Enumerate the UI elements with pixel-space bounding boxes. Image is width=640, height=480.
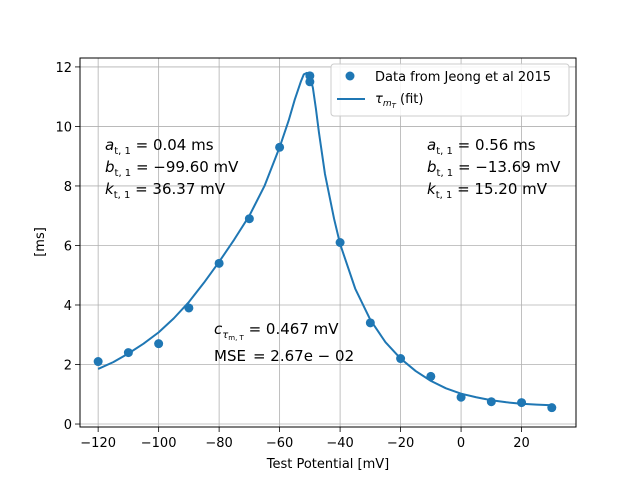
legend-marker-scatter	[345, 71, 355, 81]
data-point	[335, 238, 345, 247]
data-point	[184, 303, 194, 313]
annotation-mse: MSE = 2.67e − 02	[214, 347, 354, 365]
data-point	[214, 258, 224, 268]
data-point	[547, 403, 557, 413]
y-ticks: 0 2 4 6 8 10 12	[55, 61, 80, 433]
data-point	[486, 397, 496, 407]
fit-line	[97, 71, 552, 407]
y-axis-label: [ms]	[33, 227, 48, 257]
data-point	[426, 371, 436, 381]
data-point	[93, 357, 103, 367]
legend-label-scatter: Data from Jeong et al 2015	[375, 70, 551, 85]
data-point	[305, 77, 315, 87]
fit-line-layer	[97, 71, 552, 407]
data-point	[365, 318, 375, 328]
x-tick-label: −120	[80, 436, 116, 451]
data-points	[93, 71, 557, 413]
y-tick-label: 8	[64, 180, 72, 195]
annotation-right-k: kt, 1 = 15.20 mV	[427, 180, 548, 201]
y-tick-label: 0	[64, 418, 72, 433]
x-ticks: −120 −100 −80 −60 −40 −20 0 20	[80, 427, 530, 451]
plot-frame	[79, 57, 577, 428]
y-tick-label: 2	[64, 359, 72, 374]
data-point	[123, 348, 133, 358]
legend: Data from Jeong et al 2015 τmT (fit)	[330, 63, 570, 117]
data-point	[456, 392, 466, 402]
annotation-left-b: bt, 1 = −99.60 mV	[105, 158, 239, 179]
y-tick-label: 12	[55, 61, 72, 76]
x-tick-label: 20	[513, 436, 530, 451]
data-point	[244, 214, 254, 224]
x-tick-label: −100	[141, 436, 177, 451]
data-point	[275, 142, 285, 152]
x-tick-label: −40	[326, 436, 353, 451]
data-point	[396, 354, 406, 364]
x-tick-label: −20	[387, 436, 414, 451]
x-tick-label: −80	[205, 436, 232, 451]
y-tick-label: 6	[64, 239, 72, 254]
y-tick-label: 4	[64, 299, 72, 314]
data-point	[517, 398, 527, 408]
annotation-left-a: at, 1 = 0.04 ms	[105, 136, 214, 157]
x-tick-label: 0	[457, 436, 465, 451]
annotation-c: cτm, T = 0.467 mV	[214, 320, 339, 342]
y-tick-label: 10	[55, 120, 72, 135]
x-tick-label: −60	[266, 436, 293, 451]
annotation-right-b: bt, 1 = −13.69 mV	[427, 158, 561, 179]
annotation-left-k: kt, 1 = 36.37 mV	[105, 180, 226, 201]
data-point	[154, 339, 164, 349]
legend-box	[330, 63, 570, 117]
legend-label-line: τmT (fit)	[375, 92, 423, 110]
x-axis-label: Test Potential [mV]	[266, 457, 390, 472]
annotation-right-a: at, 1 = 0.56 ms	[427, 136, 536, 157]
